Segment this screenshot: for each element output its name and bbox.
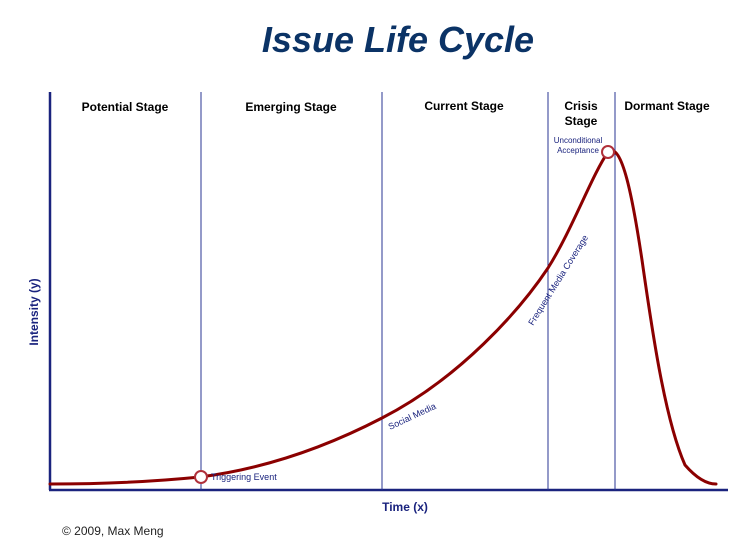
- stage-label-dormant: Dormant Stage: [624, 99, 710, 113]
- copyright-notice: © 2009, Max Meng: [62, 524, 164, 538]
- issue-intensity-curve: [48, 148, 718, 486]
- triggering-event-marker: [194, 470, 208, 484]
- x-axis-label: Time (x): [382, 500, 428, 514]
- unconditional-acceptance-label-line2: Acceptance: [557, 146, 599, 155]
- stage-label-crisis-line2: Stage: [565, 114, 598, 128]
- stage-label-crisis-line1: Crisis: [564, 99, 598, 113]
- unconditional-acceptance-marker: [601, 145, 615, 159]
- stage-label-current: Current Stage: [424, 99, 504, 113]
- social-media-label: Social Media: [387, 401, 438, 432]
- stage-label-emerging: Emerging Stage: [245, 100, 337, 114]
- y-axis-label: Intensity (y): [27, 278, 41, 345]
- diagram-title: Issue Life Cycle: [262, 19, 534, 60]
- triggering-event-label: Triggering Event: [211, 472, 277, 482]
- stage-label-potential: Potential Stage: [82, 100, 169, 114]
- unconditional-acceptance-label-line1: Unconditional: [554, 136, 603, 145]
